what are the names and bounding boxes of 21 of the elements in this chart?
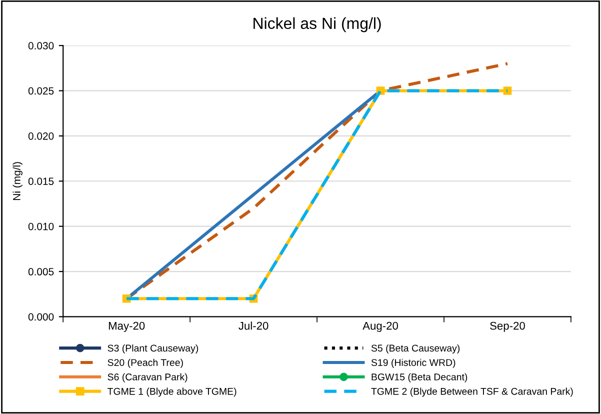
legend-label: BGW15 (Beta Decant) <box>372 373 468 382</box>
y-tick-label: 0.015 <box>28 178 54 185</box>
y-tick-label: 0.020 <box>28 132 54 140</box>
legend-label: S19 (Historic WRD) <box>371 358 456 368</box>
x-tick-label: Jul-20 <box>238 322 268 330</box>
legend-label: S6 (Caravan Park) <box>108 373 188 382</box>
y-tick-label: 0.025 <box>28 87 54 95</box>
x-tick-label: May-20 <box>108 322 145 332</box>
x-tick-label: Sep-20 <box>490 322 525 332</box>
y-axis-title: Ni (mg/l) <box>12 162 22 200</box>
legend-label: S5 (Beta Causeway) <box>371 344 460 354</box>
chart-title: Nickel as Ni (mg/l) <box>254 17 381 32</box>
x-tick-label: Aug-20 <box>362 322 398 332</box>
y-tick-label: 0.000 <box>28 313 54 321</box>
y-tick-label: 0.010 <box>28 222 54 230</box>
legend-label: TGME 2 (Blyde Between TSF & Caravan Park) <box>371 388 573 397</box>
y-tick-label: 0.005 <box>28 268 54 276</box>
y-tick-label: 0.030 <box>28 42 54 50</box>
legend-label: S3 (Plant Causeway) <box>108 344 198 354</box>
legend-label: S20 (Peach Tree) <box>108 358 183 368</box>
legend-label: TGME 1 (Blyde above TGME) <box>108 388 236 397</box>
